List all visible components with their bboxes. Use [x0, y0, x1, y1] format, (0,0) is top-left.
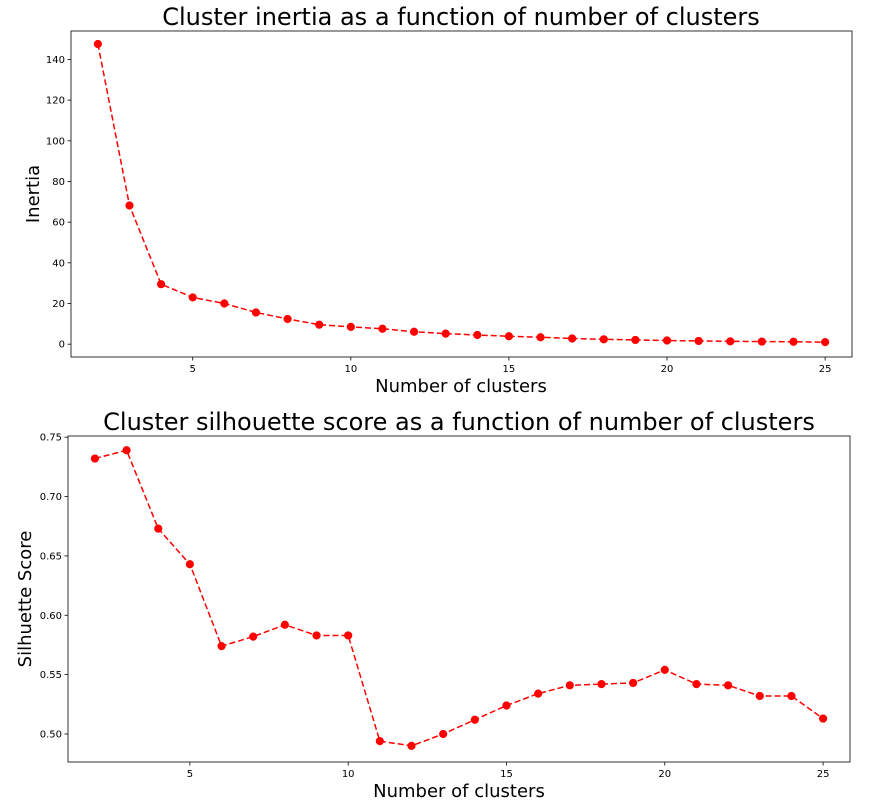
- silhouette-data-point: [439, 729, 448, 739]
- inertia-y-axis-label: Inertia: [23, 165, 44, 223]
- silhouette-y-ticks: 0.50 0.55 0.60 0.65 0.70 0.75: [40, 433, 68, 740]
- inertia-data-point: [93, 39, 102, 49]
- inertia-x-tick-label: 20: [661, 364, 674, 375]
- inertia-data-point: [315, 320, 324, 329]
- inertia-chart-title: Cluster inertia as a function of number …: [162, 3, 760, 31]
- inertia-data-point: [283, 314, 292, 324]
- silhouette-data-point: [755, 691, 764, 701]
- inertia-data-point: [821, 338, 830, 347]
- inertia-data-point: [125, 201, 134, 210]
- inertia-data-point: [157, 280, 166, 289]
- inertia-data-point: [726, 337, 735, 346]
- inertia-y-tick-label: 60: [52, 218, 65, 229]
- silhouette-data-point: [407, 741, 416, 750]
- silhouette-x-axis-label: Number of clusters: [373, 781, 545, 802]
- inertia-series-points: [93, 39, 830, 347]
- inertia-data-point: [409, 327, 419, 336]
- inertia-data-point: [473, 330, 482, 340]
- silhouette-data-point: [597, 680, 606, 689]
- inertia-data-point: [631, 335, 640, 345]
- inertia-data-point: [346, 322, 355, 332]
- silhouette-y-tick-label: 0.75: [40, 433, 62, 444]
- silhouette-x-tick-label: 20: [658, 769, 671, 780]
- inertia-y-tick-label: 100: [46, 136, 65, 147]
- silhouette-chart: Cluster silhouette score as a function o…: [15, 408, 851, 802]
- silhouette-data-point: [724, 681, 733, 690]
- inertia-y-tick-label: 40: [52, 258, 65, 269]
- inertia-x-tick-label: 15: [503, 364, 516, 375]
- inertia-data-point: [662, 336, 672, 345]
- inertia-data-point: [757, 337, 766, 346]
- silhouette-y-axis-label: Silhuette Score: [15, 531, 36, 668]
- silhouette-y-tick-label: 0.60: [40, 611, 62, 622]
- inertia-data-point: [251, 308, 261, 317]
- silhouette-series-line: [94, 449, 824, 747]
- inertia-x-tick-label: 10: [344, 364, 357, 375]
- inertia-x-tick-label: 25: [819, 364, 832, 375]
- silhouette-data-point: [185, 560, 194, 569]
- inertia-data-point: [694, 336, 703, 346]
- silhouette-y-tick-label: 0.55: [40, 670, 62, 681]
- silhouette-data-point: [122, 446, 131, 455]
- inertia-plot-area: [70, 30, 853, 358]
- inertia-y-tick-label: 0: [59, 340, 65, 351]
- inertia-y-tick-label: 140: [46, 55, 65, 66]
- inertia-x-axis-label: Number of clusters: [375, 376, 547, 397]
- silhouette-x-tick-label: 10: [342, 769, 355, 780]
- inertia-x-tick-label: 5: [190, 364, 196, 375]
- inertia-data-point: [536, 333, 545, 342]
- inertia-data-point: [220, 299, 229, 308]
- silhouette-data-point: [280, 620, 289, 629]
- silhouette-data-point: [470, 715, 479, 724]
- inertia-data-point: [441, 329, 450, 338]
- silhouette-series-points: [90, 446, 828, 750]
- silhouette-x-tick-label: 25: [817, 769, 830, 780]
- silhouette-data-point: [787, 691, 796, 701]
- inertia-data-point: [378, 324, 387, 333]
- silhouette-data-point: [660, 665, 669, 674]
- silhouette-x-tick-label: 15: [500, 769, 513, 780]
- silhouette-data-point: [217, 642, 226, 651]
- silhouette-data-point: [534, 689, 543, 698]
- inertia-y-tick-label: 120: [46, 96, 65, 107]
- silhouette-data-point: [154, 524, 163, 533]
- silhouette-data-point: [629, 678, 638, 688]
- silhouette-y-tick-label: 0.50: [40, 729, 62, 740]
- silhouette-data-point: [565, 681, 574, 690]
- silhouette-data-point: [502, 701, 511, 710]
- inertia-y-tick-label: 20: [52, 299, 65, 310]
- silhouette-data-point: [344, 631, 353, 640]
- silhouette-data-point: [90, 454, 100, 463]
- silhouette-data-point: [249, 632, 258, 641]
- inertia-series-line: [97, 43, 826, 343]
- inertia-y-tick-label: 80: [52, 177, 65, 188]
- silhouette-data-point: [818, 714, 828, 723]
- inertia-data-point: [568, 334, 577, 343]
- inertia-data-point: [599, 335, 608, 344]
- silhouette-y-tick-label: 0.65: [40, 551, 62, 562]
- inertia-chart: Cluster inertia as a function of number …: [23, 3, 853, 397]
- silhouette-chart-title: Cluster silhouette score as a function o…: [103, 408, 815, 436]
- inertia-data-point: [504, 332, 514, 341]
- silhouette-data-point: [375, 737, 384, 746]
- silhouette-x-ticks: 5 10 15 20 25: [187, 762, 830, 780]
- inertia-data-point: [188, 293, 197, 302]
- silhouette-data-point: [692, 680, 701, 689]
- inertia-data-point: [789, 337, 798, 346]
- inertia-y-ticks: 0 20 40 60 80 100 120 140: [46, 55, 71, 351]
- silhouette-x-tick-label: 5: [187, 769, 193, 780]
- silhouette-y-tick-label: 0.70: [40, 492, 62, 503]
- silhouette-data-point: [312, 631, 321, 640]
- inertia-x-ticks: 5 10 15 20 25: [190, 357, 832, 375]
- silhouette-plot-area: [67, 435, 851, 763]
